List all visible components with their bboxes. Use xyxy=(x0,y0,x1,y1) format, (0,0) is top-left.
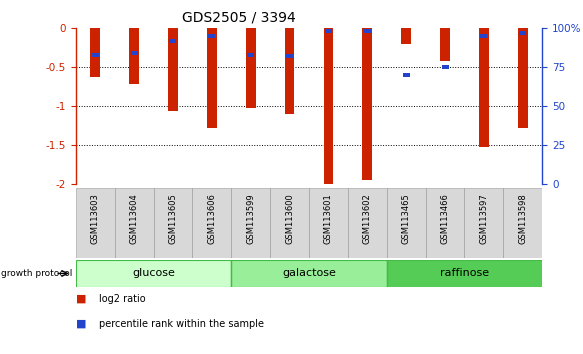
Bar xyxy=(231,188,270,258)
Bar xyxy=(76,188,115,258)
Bar xyxy=(309,188,348,258)
Text: raffinose: raffinose xyxy=(440,268,489,279)
Text: galactose: galactose xyxy=(282,268,336,279)
Text: GSM113465: GSM113465 xyxy=(402,193,410,244)
Bar xyxy=(387,188,426,258)
Text: percentile rank within the sample: percentile rank within the sample xyxy=(99,319,264,329)
Text: GSM113599: GSM113599 xyxy=(246,193,255,244)
Bar xyxy=(363,28,372,180)
Text: GSM113603: GSM113603 xyxy=(91,193,100,244)
Bar xyxy=(129,28,139,84)
Text: log2 ratio: log2 ratio xyxy=(99,294,146,304)
Bar xyxy=(325,29,332,33)
Bar xyxy=(479,28,489,147)
Bar xyxy=(131,51,138,55)
Bar xyxy=(387,260,542,287)
Bar xyxy=(285,28,294,114)
Bar xyxy=(503,188,542,258)
Text: ■: ■ xyxy=(76,294,86,304)
Bar xyxy=(441,65,448,69)
Bar xyxy=(440,28,450,61)
Bar xyxy=(465,188,503,258)
Bar xyxy=(207,28,217,128)
Text: GSM113466: GSM113466 xyxy=(441,193,449,244)
Bar xyxy=(480,34,487,38)
Bar xyxy=(153,188,192,258)
Text: GSM113601: GSM113601 xyxy=(324,193,333,244)
Bar xyxy=(401,28,411,44)
Bar xyxy=(286,55,293,58)
Bar xyxy=(192,188,231,258)
Text: GSM113606: GSM113606 xyxy=(208,193,216,244)
Text: GSM113604: GSM113604 xyxy=(129,193,139,244)
Bar xyxy=(92,53,99,57)
Text: ■: ■ xyxy=(76,319,86,329)
Bar xyxy=(208,34,215,38)
Bar xyxy=(247,53,254,57)
Bar xyxy=(426,188,465,258)
Bar xyxy=(231,260,387,287)
Bar xyxy=(403,73,410,77)
Bar xyxy=(90,28,100,76)
Bar xyxy=(364,29,371,33)
Text: GSM113597: GSM113597 xyxy=(479,193,489,244)
Text: GSM113600: GSM113600 xyxy=(285,193,294,244)
Text: GDS2505 / 3394: GDS2505 / 3394 xyxy=(182,11,296,25)
Bar xyxy=(519,31,526,35)
Bar xyxy=(324,28,333,184)
Bar xyxy=(76,260,231,287)
Bar xyxy=(518,28,528,128)
Bar xyxy=(246,28,255,108)
Text: GSM113602: GSM113602 xyxy=(363,193,372,244)
Text: glucose: glucose xyxy=(132,268,175,279)
Bar xyxy=(348,188,387,258)
Bar xyxy=(170,39,177,43)
Bar xyxy=(168,28,178,111)
Bar xyxy=(115,188,153,258)
Bar xyxy=(270,188,309,258)
Text: GSM113598: GSM113598 xyxy=(518,193,527,244)
Text: GSM113605: GSM113605 xyxy=(168,193,177,244)
Text: growth protocol: growth protocol xyxy=(1,269,72,278)
